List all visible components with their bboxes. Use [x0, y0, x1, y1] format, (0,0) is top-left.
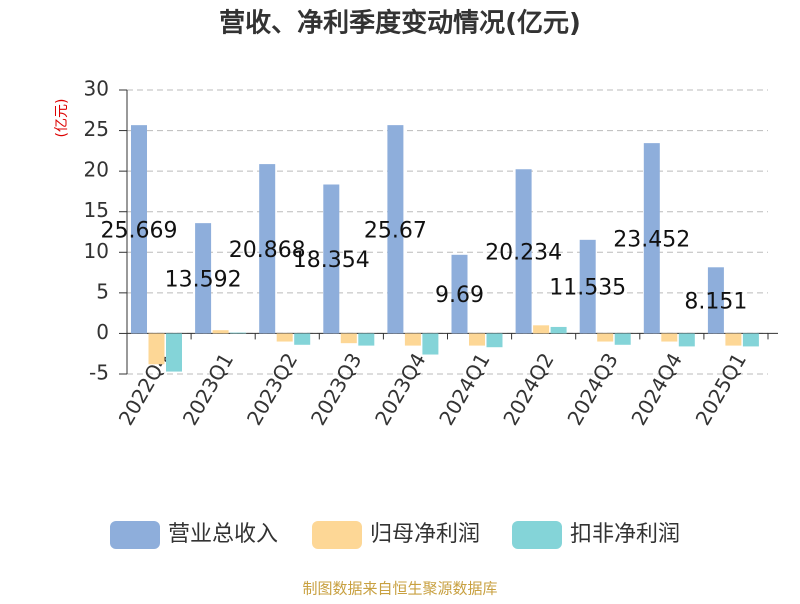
x-tick-label: 2023Q1	[178, 349, 238, 430]
data-label: 25.67	[364, 218, 427, 243]
bar	[742, 333, 759, 347]
chart-title: 营收、净利季度变动情况(亿元)	[219, 8, 581, 39]
y-tick-label: -5	[89, 361, 109, 385]
bar	[579, 239, 596, 334]
bar	[387, 125, 404, 334]
x-tick-label: 2024Q1	[434, 349, 494, 430]
bar	[358, 333, 375, 346]
bar	[678, 333, 695, 347]
data-label: 20.868	[229, 238, 306, 263]
bar	[294, 333, 311, 345]
bar	[212, 330, 229, 334]
x-tick-label: 2023Q3	[306, 349, 366, 430]
data-label: 11.535	[549, 276, 626, 301]
y-tick-label: 5	[96, 279, 109, 303]
bar	[707, 267, 724, 334]
x-tick-label: 2025Q1	[691, 349, 751, 430]
bar	[148, 333, 165, 365]
bar	[597, 333, 614, 342]
data-label: 20.234	[485, 240, 562, 265]
bar	[166, 333, 182, 372]
bar	[486, 333, 503, 348]
data-label: 23.452	[613, 227, 690, 252]
y-tick-label: 20	[84, 158, 109, 182]
bar	[340, 333, 357, 344]
bar	[725, 333, 742, 346]
bar	[550, 326, 567, 334]
x-tick-label: 2024Q2	[498, 349, 558, 430]
legend-swatch	[512, 521, 562, 549]
y-tick-label: 0	[96, 320, 109, 344]
bar	[451, 254, 468, 334]
x-tick-label: 2022Q4	[114, 349, 174, 430]
legend-label: 营业总收入	[168, 522, 278, 547]
legend-swatch	[110, 521, 160, 549]
bar	[404, 333, 421, 346]
bar	[614, 333, 631, 345]
x-tick-label: 2023Q2	[242, 349, 302, 430]
x-tick-label: 2024Q4	[626, 349, 686, 430]
bar	[469, 333, 485, 346]
bar	[661, 333, 678, 342]
y-tick-label: 15	[84, 198, 109, 222]
data-label: 13.592	[165, 267, 242, 292]
data-label: 25.669	[101, 218, 178, 243]
bar	[533, 325, 550, 334]
legend-label: 归母净利润	[370, 522, 480, 547]
bar	[276, 333, 293, 342]
bar	[131, 125, 147, 334]
bar	[515, 169, 532, 334]
x-tick-label: 2024Q3	[562, 349, 622, 430]
data-label: 18.354	[293, 248, 370, 273]
y-tick-label: 30	[84, 77, 109, 101]
bar	[323, 184, 340, 334]
y-axis-label: (亿元)	[54, 99, 70, 138]
source-note: 制图数据来自恒生聚源数据库	[302, 580, 497, 598]
bar	[643, 143, 660, 334]
legend-swatch	[312, 521, 362, 549]
bar	[230, 332, 247, 334]
bar	[259, 164, 276, 334]
y-tick-label: 25	[84, 117, 109, 141]
bar	[195, 223, 212, 334]
data-label: 8.151	[684, 289, 747, 314]
legend-label: 扣非净利润	[570, 522, 680, 547]
bar	[422, 333, 439, 355]
y-tick-label: 10	[84, 239, 109, 263]
data-label: 9.69	[435, 283, 484, 308]
x-tick-label: 2023Q4	[370, 349, 430, 430]
